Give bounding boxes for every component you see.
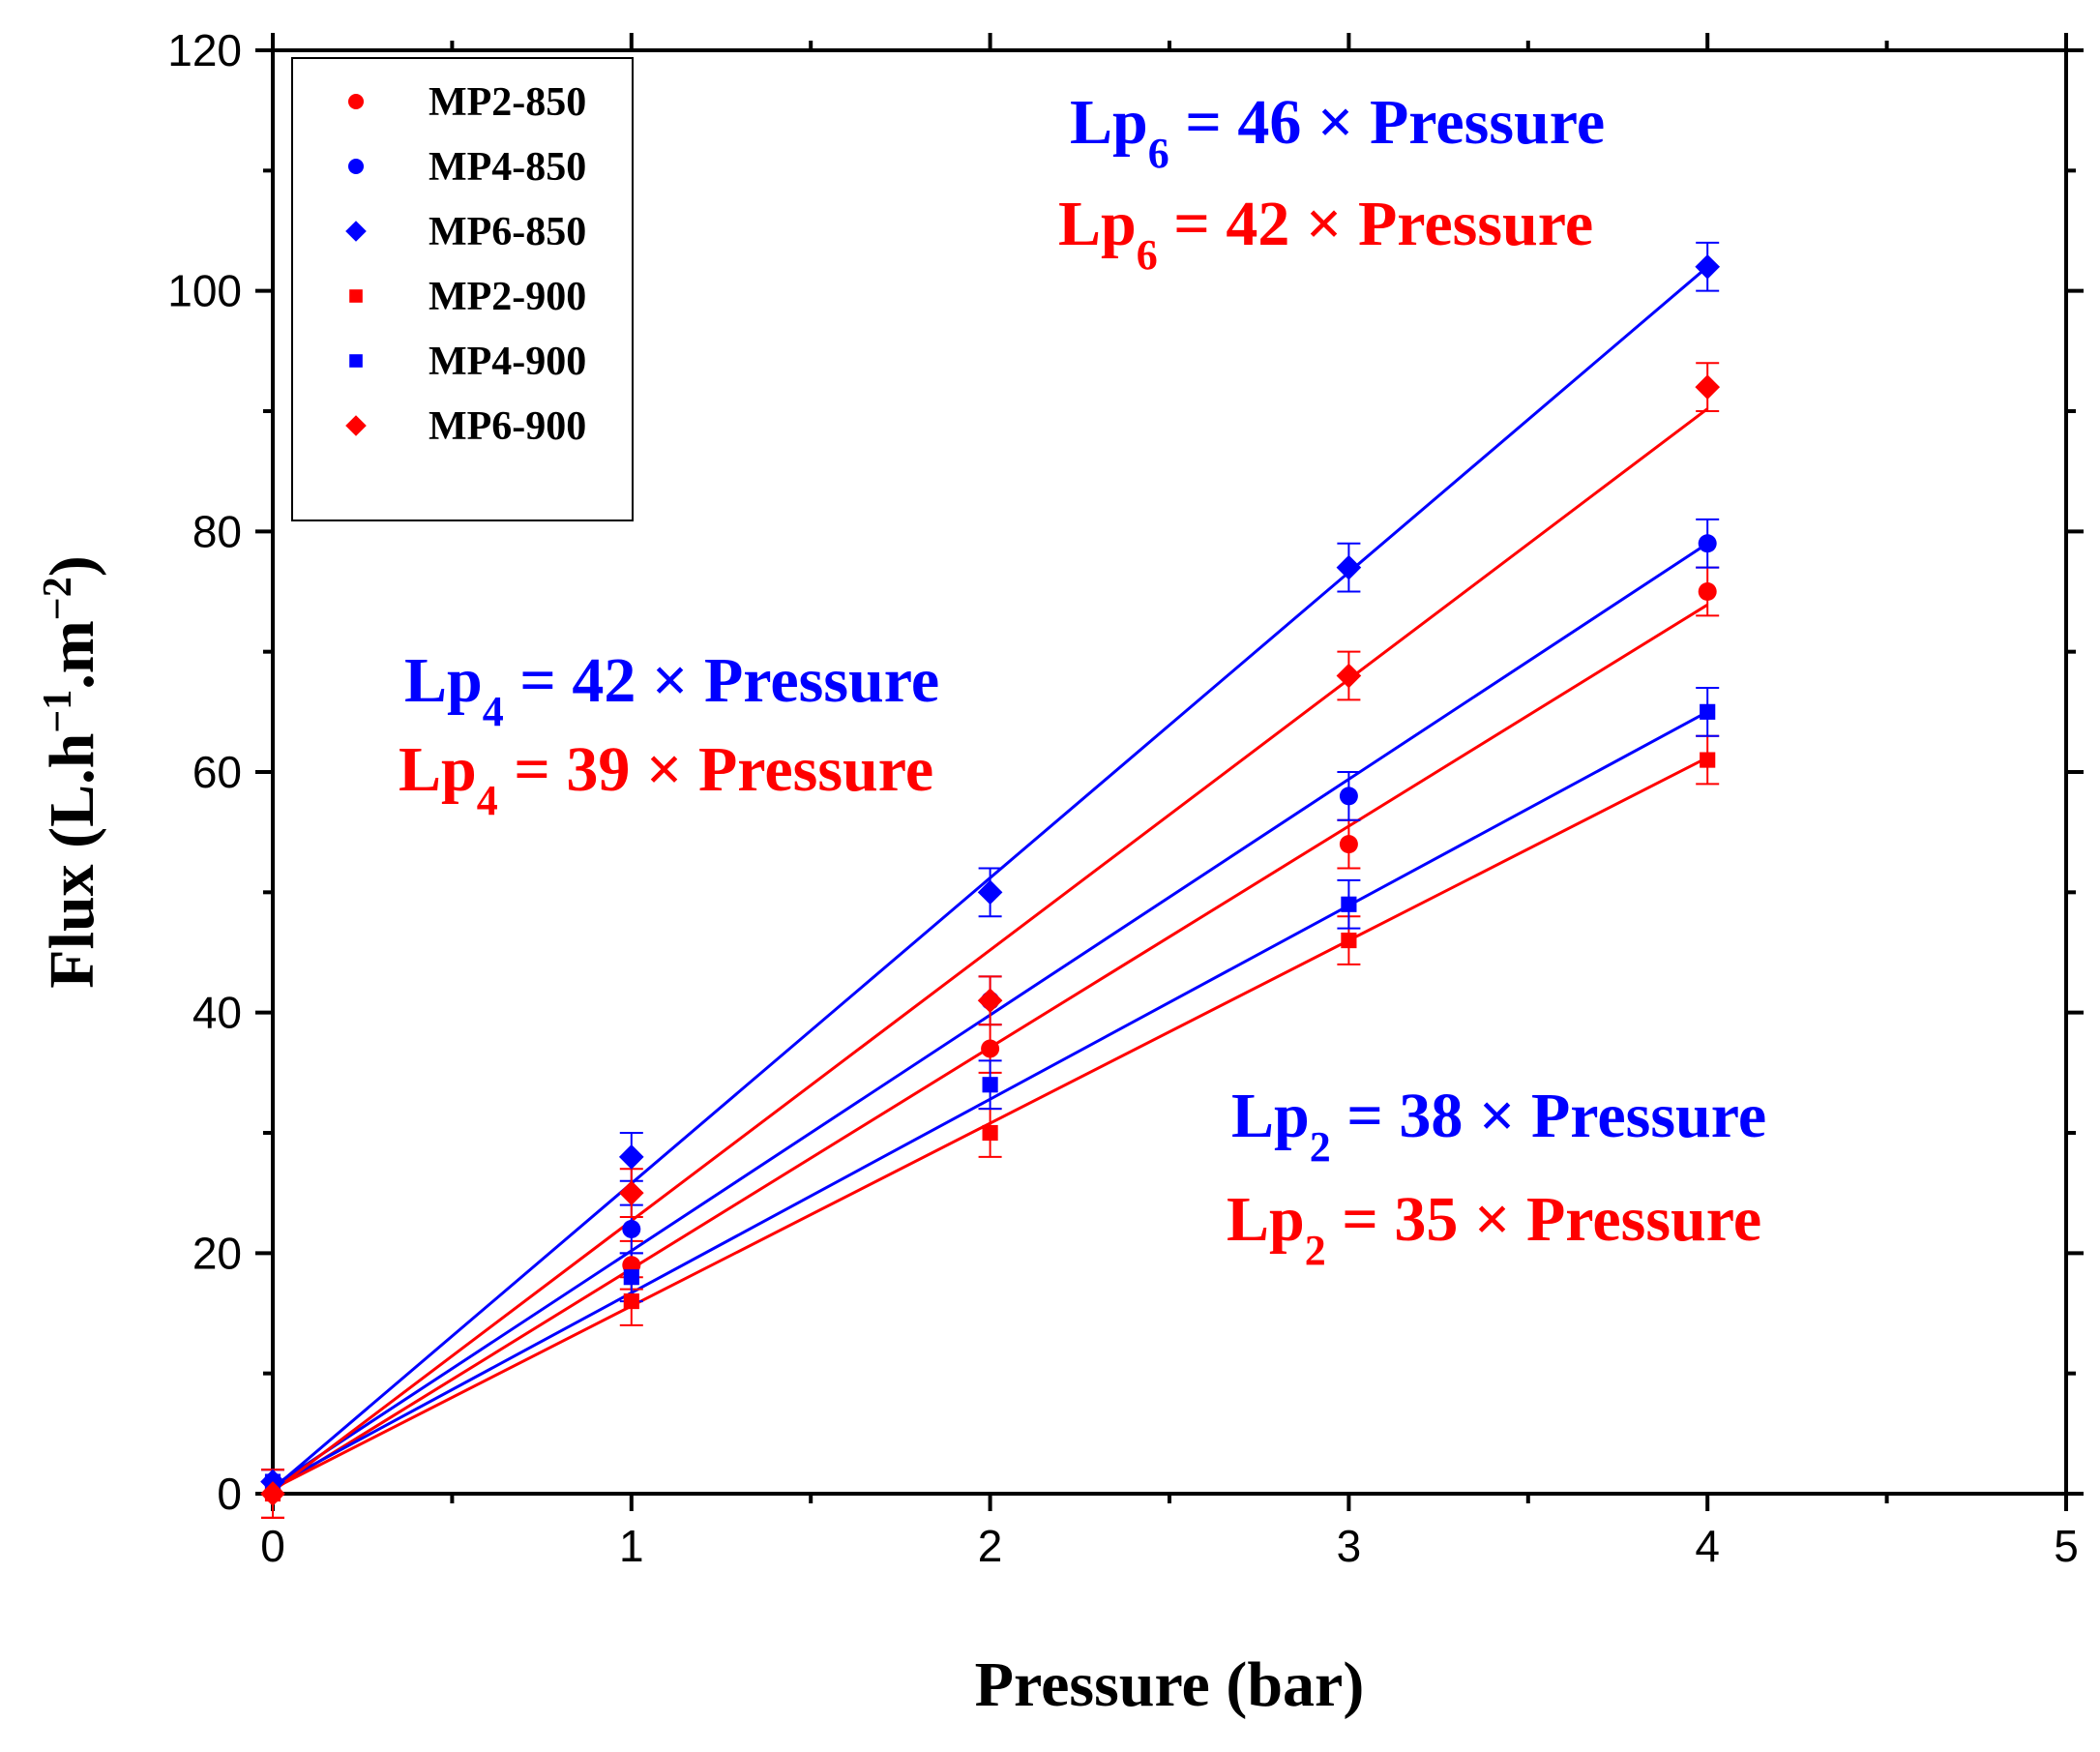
equation-lp4-900: Lp4 = 39 × Pressure (399, 734, 933, 824)
equation-rest: = 46 × Pressure (1169, 87, 1605, 158)
equation-lp6-850: Lp6 = 46 × Pressure (1070, 87, 1605, 177)
legend-marker-mp2-900 (349, 289, 363, 303)
y-tick-label: 80 (192, 506, 242, 556)
point-mp6-900 (1695, 374, 1721, 400)
x-tick-label: 1 (619, 1521, 644, 1571)
point-mp2-900 (982, 1124, 998, 1142)
point-mp6-900 (618, 1180, 644, 1205)
legend-label-mp2-900: MP2-900 (429, 275, 586, 319)
legend-label-mp6-900: MP6-900 (429, 404, 586, 449)
point-mp2-850 (1339, 835, 1358, 854)
legend-marker-mp6-900 (345, 415, 367, 436)
y-tick-label: 60 (192, 747, 242, 797)
equation-subscript: 4 (483, 688, 504, 735)
point-mp6-850 (1336, 554, 1362, 580)
point-mp2-850 (1698, 582, 1717, 601)
point-mp2-900 (1700, 752, 1716, 768)
legend-label-mp6-850: MP6-850 (429, 210, 586, 254)
equation-subscript: 2 (1310, 1123, 1331, 1171)
point-mp4-900 (623, 1269, 639, 1286)
legend-marker-mp4-850 (348, 159, 364, 174)
equation-base: Lp (1058, 189, 1137, 259)
point-mp2-900 (623, 1292, 639, 1310)
point-mp4-850 (1698, 534, 1717, 553)
y-axis-title: Flux (L.h−1.m−2) (36, 555, 107, 988)
equation-base: Lp (1231, 1081, 1310, 1151)
equation-base: Lp (1227, 1184, 1305, 1255)
y-axis-title-sup2: −2 (36, 577, 80, 620)
point-mp6-900 (260, 1481, 285, 1506)
equation-rest: = 35 × Pressure (1326, 1184, 1761, 1255)
point-mp4-900 (1700, 703, 1716, 720)
y-tick-label: 20 (192, 1228, 242, 1278)
equation-base: Lp (404, 645, 483, 716)
point-mp2-900 (1341, 932, 1357, 949)
y-axis-title-main: Flux (L.h (37, 733, 107, 989)
point-mp4-850 (622, 1219, 641, 1238)
y-axis-title-mid: .m (37, 620, 107, 689)
x-tick-label: 3 (1337, 1521, 1362, 1571)
equation-base: Lp (1070, 87, 1148, 158)
y-tick-label: 0 (217, 1469, 242, 1519)
point-mp4-850 (1339, 787, 1358, 806)
legend-label-mp4-900: MP4-900 (429, 340, 586, 384)
axis-tick-labels: 0 1 2 3 4 5 0 20 40 60 80 100 120 (167, 25, 2079, 1571)
x-tick-label: 5 (2054, 1521, 2079, 1571)
y-axis-title-sup1: −1 (36, 690, 80, 733)
x-tick-label: 4 (1695, 1521, 1720, 1571)
x-tick-label: 2 (978, 1521, 1003, 1571)
point-mp6-850 (977, 879, 1003, 906)
equation-rest: = 42 × Pressure (504, 645, 939, 716)
equation-lp2-850: Lp2 = 38 × Pressure (1231, 1081, 1766, 1171)
point-mp4-900 (982, 1077, 998, 1093)
equation-base: Lp (399, 734, 477, 805)
legend: MP2-850 MP4-850 MP6-850 MP2-900 MP4-900 MP6-9… (291, 57, 634, 521)
x-tick-label: 0 (260, 1521, 285, 1571)
legend-items: MP2-850 MP4-850 MP6-850 MP2-900 MP4-900 MP6-9… (345, 80, 586, 449)
point-mp2-850 (981, 1039, 1000, 1058)
equation-rest: = 38 × Pressure (1331, 1081, 1766, 1151)
legend-marker-mp2-850 (348, 94, 364, 109)
legend-marker-mp6-850 (345, 221, 367, 242)
point-mp4-900 (1341, 896, 1357, 912)
x-axis-title: Pressure (bar) (975, 1649, 1365, 1720)
y-tick-label: 40 (192, 988, 242, 1038)
legend-label-mp4-850: MP4-850 (429, 145, 586, 190)
equation-rest: = 39 × Pressure (498, 734, 933, 805)
equation-lp6-900: Lp6 = 42 × Pressure (1058, 189, 1593, 279)
equation-rest: = 42 × Pressure (1158, 189, 1593, 259)
y-axis-title-end: ) (37, 555, 107, 577)
equation-annotations: Lp6 = 46 × Pressure Lp6 = 42 × Pressure … (399, 87, 1766, 1274)
legend-box (291, 57, 634, 521)
equation-lp2-900: Lp2 = 35 × Pressure (1227, 1184, 1761, 1274)
point-mp6-900 (1336, 663, 1362, 689)
y-tick-label: 100 (167, 266, 242, 316)
equation-subscript: 6 (1148, 130, 1169, 177)
equation-lp4-850: Lp4 = 42 × Pressure (404, 645, 939, 735)
y-tick-label: 120 (167, 25, 242, 75)
equation-subscript: 4 (477, 777, 498, 824)
point-mp6-850 (618, 1144, 644, 1170)
point-mp6-850 (1695, 253, 1721, 280)
legend-label-mp2-850: MP2-850 (429, 80, 586, 125)
fit-line-mp6-900 (272, 407, 1709, 1493)
data-markers (260, 253, 1721, 1506)
equation-subscript: 2 (1305, 1227, 1326, 1274)
error-bars (261, 241, 1720, 1519)
point-mp6-900 (977, 988, 1003, 1014)
legend-marker-mp4-900 (349, 354, 363, 368)
equation-subscript: 6 (1137, 231, 1158, 279)
